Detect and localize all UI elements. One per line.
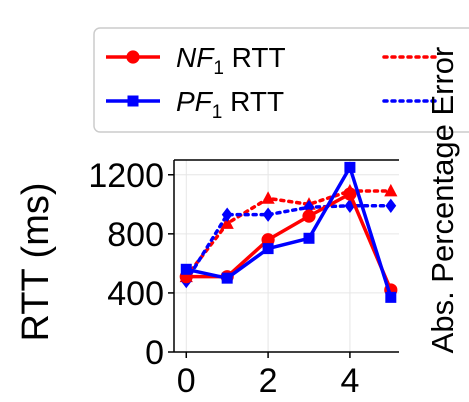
data-point: [220, 216, 234, 229]
data-point: [344, 161, 356, 173]
data-point: [221, 272, 233, 284]
right-axis-label: Abs. Percentage Error: [425, 47, 460, 354]
data-point: [303, 232, 315, 244]
data-point: [261, 233, 275, 247]
y-tick-label: 1200: [88, 157, 164, 195]
y-tick-label: 800: [107, 216, 164, 254]
y-tick-label: 0: [145, 334, 164, 372]
data-point: [343, 187, 357, 201]
plot-area: 0 400 800 1200 0 2 4: [88, 157, 399, 400]
x-tick-label: 4: [340, 362, 359, 400]
data-point: [303, 200, 315, 215]
data-point: [385, 291, 397, 303]
x-tick-label: 2: [259, 362, 278, 400]
legend-entry-0: NF1 RTT: [106, 42, 286, 79]
data-point: [221, 207, 233, 222]
data-point: [180, 263, 192, 275]
legend: NF1 RTT PF1 RTT: [93, 27, 469, 133]
data-point: [261, 191, 275, 204]
y-tick-label: 400: [107, 275, 164, 313]
series-line: [185, 165, 393, 298]
series-1: [180, 161, 397, 303]
legend-label: NF1 RTT: [176, 42, 286, 79]
legend-marker: [127, 95, 139, 107]
x-tick-label: 0: [177, 362, 196, 400]
legend-label: PF1 RTT: [176, 86, 284, 123]
legend-frame: [93, 27, 469, 133]
data-point: [262, 207, 274, 222]
data-point: [262, 243, 274, 255]
data-point: [384, 183, 398, 197]
data-point: [385, 198, 397, 213]
y-axis-label: RTT (ms): [15, 182, 57, 341]
legend-entry-1: PF1 RTT: [106, 86, 284, 123]
data-point: [302, 209, 316, 223]
legend-marker: [126, 50, 140, 64]
